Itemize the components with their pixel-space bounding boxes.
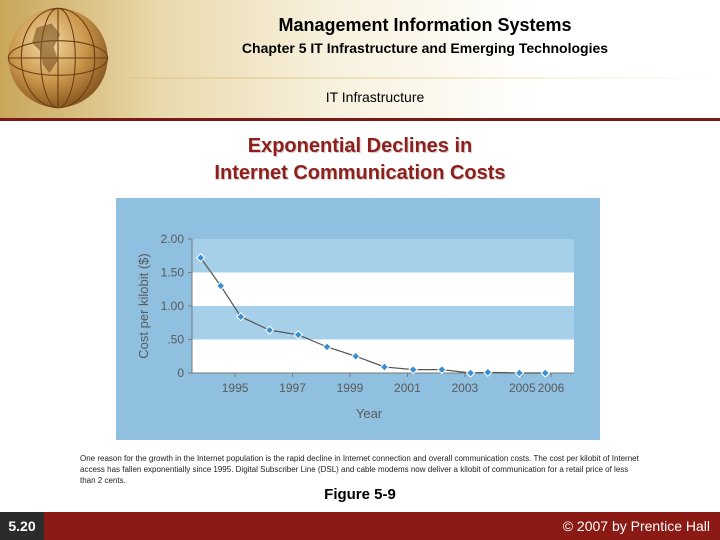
data-point: [351, 351, 361, 361]
y-tick-label: 0: [177, 366, 184, 380]
x-tick-label: 1999: [337, 381, 364, 395]
data-point: [293, 330, 303, 340]
y-tick-label: 1.00: [161, 299, 185, 313]
x-tick-label: 2006: [538, 381, 565, 395]
data-point: [437, 364, 447, 375]
data-point: [216, 281, 226, 291]
x-tick-label: 1995: [222, 381, 249, 395]
data-point: [483, 367, 493, 378]
y-tick-label: 1.50: [161, 266, 185, 280]
x-tick-label: 2001: [394, 381, 421, 395]
data-point: [379, 362, 390, 372]
data-point: [264, 325, 275, 335]
data-point: [236, 312, 246, 322]
course-title: Management Information Systems: [278, 15, 572, 35]
y-tick-label: .50: [167, 333, 184, 347]
slide-title-line-1: Exponential Declines in: [247, 135, 473, 157]
figure-caption: One reason for the growth in the Interne…: [80, 454, 639, 485]
slide-title: Exponential Declines in Internet Communi…: [140, 133, 580, 187]
chart-band: [192, 272, 574, 306]
data-point: [408, 364, 418, 375]
y-tick-label: 2.00: [161, 232, 185, 246]
title-divider: [0, 118, 720, 121]
x-tick-label: 2005: [509, 381, 536, 395]
chart-band: [192, 306, 574, 340]
footer-bar: [0, 512, 720, 540]
data-point: [514, 368, 525, 378]
globe-icon: [7, 7, 109, 109]
x-tick-label: 2003: [452, 381, 479, 395]
data-point: [322, 342, 332, 352]
x-axis-label: Year: [356, 406, 383, 421]
header-divider: [130, 77, 720, 79]
chapter-title: Chapter 5 IT Infrastructure and Emerging…: [241, 40, 609, 56]
slide-number: 5.20: [0, 512, 44, 540]
data-point: [195, 253, 206, 263]
slide-title-line-2: Internet Communication Costs: [214, 162, 506, 184]
x-tick-label: 1997: [279, 381, 306, 395]
section-title: IT Infrastructure: [325, 89, 425, 105]
data-point: [540, 368, 550, 378]
figure-label: Figure 5-9: [324, 486, 396, 503]
y-axis-label: Cost per kilobit ($): [136, 253, 151, 358]
data-point: [465, 368, 476, 378]
cost-decline-chart: 0 .50 1.00 1.50 2.00 1995 1997 1999 2001 2003 2005…: [136, 232, 574, 421]
header-banner: Management Information Systems Chapter 5…: [0, 0, 720, 118]
chart-band: [192, 239, 574, 273]
copyright-notice: © 2007 by Prentice Hall: [562, 518, 710, 534]
